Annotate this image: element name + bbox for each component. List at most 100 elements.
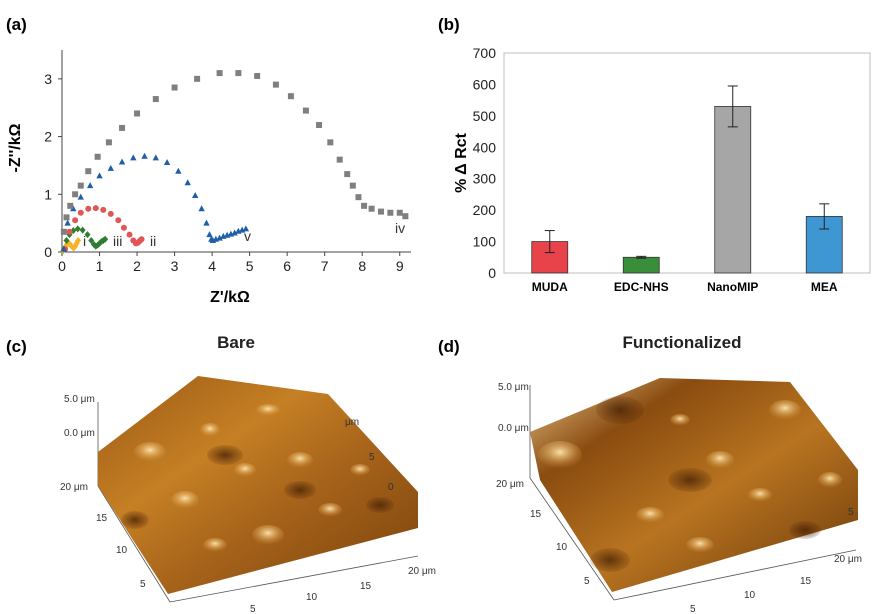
bar-nanomip bbox=[714, 106, 752, 274]
point-v bbox=[175, 167, 182, 174]
afm-c-right-tick-0: 0 bbox=[388, 482, 394, 493]
point-iv bbox=[396, 209, 403, 216]
afm-bare-surface bbox=[98, 376, 418, 594]
panel-d: (d) Functionalized 5.0 μm 0.0 bbox=[438, 333, 862, 614]
nyquist-y-title: -Z''/kΩ bbox=[7, 123, 24, 172]
point-iv bbox=[119, 124, 126, 131]
point-iv bbox=[85, 168, 92, 175]
point-v bbox=[231, 229, 238, 236]
point-ii bbox=[126, 231, 133, 238]
panel-b-label: (b) bbox=[438, 15, 460, 34]
afm-c-y-tick-20: 20 μm bbox=[60, 482, 88, 493]
series-tag-ii: ii bbox=[150, 233, 156, 249]
point-iv bbox=[63, 214, 70, 221]
point-ii bbox=[85, 205, 92, 212]
series-tag-v: v bbox=[244, 228, 251, 244]
bar-y-tick-label: 700 bbox=[473, 45, 497, 61]
bar-y-tick-label: 500 bbox=[473, 108, 497, 124]
point-ii bbox=[138, 236, 145, 243]
afm-functionalized-texture bbox=[538, 396, 842, 572]
point-v bbox=[64, 219, 71, 226]
point-v bbox=[107, 164, 114, 171]
bar-category-label: MUDA bbox=[532, 280, 568, 294]
series-ii bbox=[62, 205, 145, 253]
bar-category-label: MEA bbox=[811, 280, 838, 294]
nyquist-y-tick-label: 1 bbox=[44, 186, 52, 202]
point-ii bbox=[100, 206, 107, 213]
rct-bar-chart: 0 100 200 300 400 500 600 700 MUDA EDC-NHS NanoMI… bbox=[453, 45, 871, 294]
series-v bbox=[60, 152, 250, 252]
afm-c-y-axis bbox=[97, 485, 171, 603]
point-v bbox=[203, 219, 210, 226]
afm-d-z-top: 5.0 μm bbox=[498, 382, 529, 393]
series-tag-iii: iii bbox=[113, 233, 122, 249]
series-iv bbox=[60, 70, 409, 235]
afm-d-x-tick-5: 5 bbox=[690, 604, 696, 614]
afm-d-x-tick-15: 15 bbox=[800, 576, 812, 587]
point-iv bbox=[94, 153, 101, 160]
point-v bbox=[242, 225, 250, 232]
point-iv bbox=[105, 139, 112, 146]
nyquist-series bbox=[60, 70, 409, 255]
point-iii bbox=[102, 235, 109, 243]
point-iv bbox=[216, 70, 223, 77]
bar-y-tick-label: 100 bbox=[473, 234, 497, 250]
afm-c-z-top: 5.0 μm bbox=[64, 394, 95, 405]
afm-c-x-tick-10: 10 bbox=[306, 592, 318, 603]
nyquist-x-title: Z'/kΩ bbox=[210, 289, 250, 306]
point-v bbox=[86, 182, 94, 189]
point-i bbox=[75, 236, 82, 244]
point-iv bbox=[67, 202, 74, 209]
nyquist-x-tick-label: 4 bbox=[208, 258, 216, 274]
nyquist-x-tick-label: 6 bbox=[283, 258, 291, 274]
point-iii bbox=[63, 236, 70, 244]
nyquist-x-tick-label: 2 bbox=[133, 258, 141, 274]
nyquist-x-tick-label: 5 bbox=[246, 258, 254, 274]
point-v bbox=[77, 193, 84, 200]
afm-c-y-tick-5: 5 bbox=[140, 579, 146, 590]
bar-plot-frame bbox=[503, 52, 871, 274]
point-iv bbox=[60, 228, 67, 235]
point-ii bbox=[77, 209, 84, 216]
afm-c-y-tick-15: 15 bbox=[96, 513, 108, 524]
panel-a-label: (a) bbox=[6, 15, 27, 34]
afm-bare-texture bbox=[121, 404, 394, 552]
afm-bare-title: Bare bbox=[217, 333, 255, 352]
point-iii bbox=[79, 226, 86, 234]
panel-c-label: (c) bbox=[6, 337, 27, 356]
bar-y-title: % Δ Rct bbox=[453, 132, 470, 192]
bar-y-tick-label: 0 bbox=[488, 265, 496, 281]
afm-c-x-tick-20: 20 μm bbox=[408, 566, 436, 577]
nyquist-x-tick-label: 3 bbox=[171, 258, 179, 274]
nyquist-y-tick-label: 2 bbox=[44, 129, 52, 145]
point-ii bbox=[72, 217, 79, 224]
point-iv bbox=[272, 81, 279, 88]
point-iii bbox=[88, 236, 95, 244]
point-iv bbox=[327, 139, 334, 146]
afm-functionalized-image: 5.0 μm 0.0 μm 20 μm 15 10 5 5 10 15 20 μ… bbox=[496, 378, 862, 614]
point-ii bbox=[66, 228, 73, 235]
bar-y-ticks: 0 100 200 300 400 500 600 700 bbox=[473, 45, 497, 281]
point-ii bbox=[92, 205, 99, 212]
point-ii bbox=[115, 217, 122, 224]
bar-y-tick-label: 600 bbox=[473, 76, 497, 92]
point-iv bbox=[387, 209, 394, 216]
afm-d-x-tick-10: 10 bbox=[744, 590, 756, 601]
point-iv bbox=[287, 93, 294, 100]
nyquist-x-tick-label: 8 bbox=[358, 258, 366, 274]
nyquist-x-tick-label: 1 bbox=[96, 258, 104, 274]
point-iv bbox=[349, 182, 356, 189]
afm-d-y-tick-15: 15 bbox=[530, 509, 542, 520]
point-iv bbox=[336, 156, 343, 163]
point-iv bbox=[77, 182, 84, 189]
point-iv bbox=[254, 72, 261, 79]
point-v bbox=[70, 205, 77, 212]
afm-bare-image: 5.0 μm 0.0 μm 20 μm 15 10 5 5 10 15 20 μ… bbox=[60, 376, 436, 614]
point-v bbox=[184, 179, 191, 186]
bar-category-label: NanoMIP bbox=[707, 280, 758, 294]
nyquist-x-tick-label: 0 bbox=[58, 258, 66, 274]
point-v bbox=[118, 158, 126, 165]
bar-edc-nhs bbox=[622, 256, 660, 274]
